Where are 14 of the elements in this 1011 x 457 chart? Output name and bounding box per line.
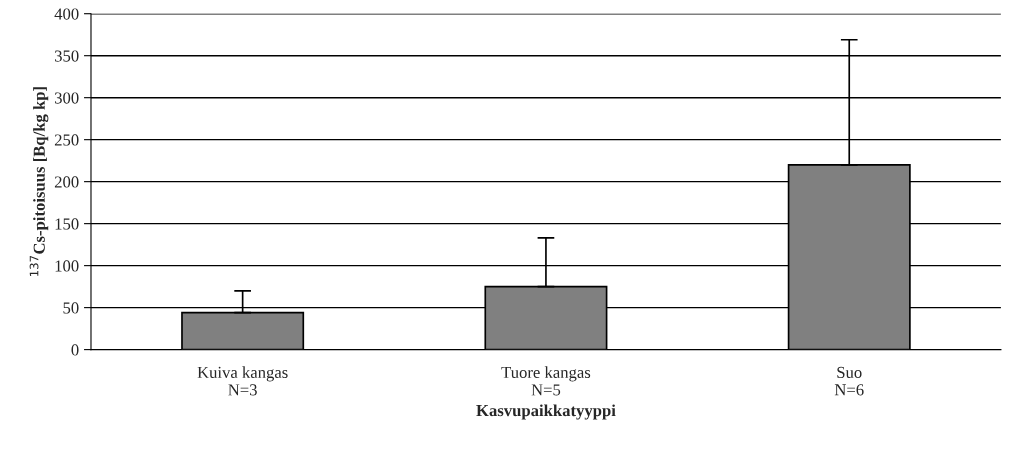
x-tick-label: Kuiva kangas N=3 bbox=[197, 366, 288, 396]
y-tick-label: 0 bbox=[71, 344, 79, 356]
x-tick-label: Suo N=6 bbox=[834, 366, 864, 396]
y-tick-label: 100 bbox=[55, 260, 79, 272]
y-tick-label: 150 bbox=[55, 218, 79, 230]
y-axis-title: $^{137}$Cs-pitoisuus [Bq/kg kp] bbox=[29, 87, 49, 276]
y-tick-label: 400 bbox=[54, 8, 79, 20]
y-tick-label: 300 bbox=[54, 92, 79, 104]
y-tick-label: 200 bbox=[54, 176, 79, 188]
x-tick-label: Tuore kangas N=5 bbox=[501, 366, 591, 396]
y-tick-label: 250 bbox=[54, 134, 79, 146]
y-tick-label: 50 bbox=[63, 302, 79, 314]
x-axis-title: Kasvupaikkatyyppi bbox=[476, 404, 616, 420]
y-tick-label: 350 bbox=[54, 50, 79, 62]
